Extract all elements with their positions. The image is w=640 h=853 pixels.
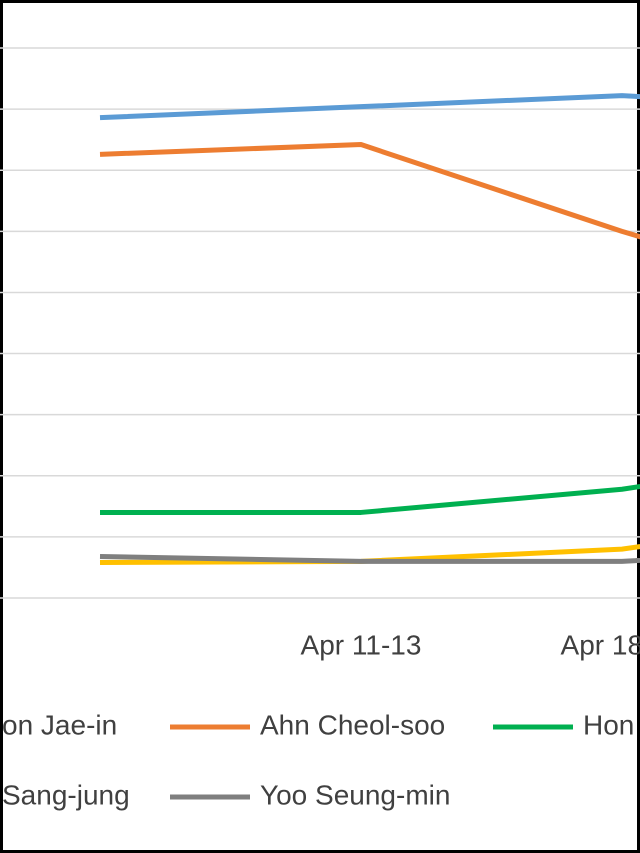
legend-label: Sang-jung xyxy=(2,779,130,810)
legend-label: on Jae-in xyxy=(2,709,117,740)
legend-label: Hon xyxy=(583,709,634,740)
x-tick-label: Apr 11-13 xyxy=(301,629,422,660)
legend-label: Yoo Seung-min xyxy=(260,779,450,810)
legend-label: Ahn Cheol-soo xyxy=(260,709,445,740)
x-tick-label: Apr 18-20 xyxy=(561,629,640,660)
series-line xyxy=(100,483,640,515)
series-line xyxy=(99,553,640,564)
series-line xyxy=(99,142,640,240)
series-line xyxy=(99,93,640,121)
series-line xyxy=(99,544,640,566)
